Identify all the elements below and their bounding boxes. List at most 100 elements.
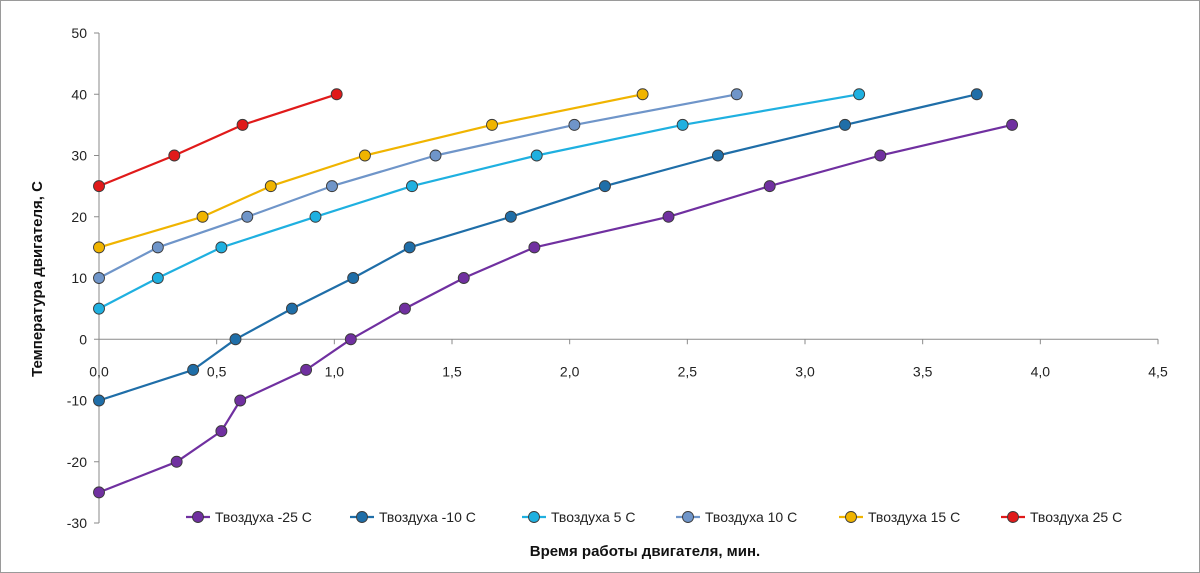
series-group [93,118,1019,499]
y-tick-label: 10 [71,270,87,286]
data-point [215,241,228,254]
legend-label: Твоздуха -10 С [379,509,476,525]
x-tick-label: 0,5 [207,363,227,379]
series-group [93,88,343,193]
data-point [1006,118,1019,131]
data-point [662,210,675,223]
x-tick-label: 4,0 [1031,363,1051,379]
y-tick-label: 50 [71,25,87,41]
legend-label: Твоздуха 10 С [705,509,797,525]
data-point [763,180,776,193]
data-point [215,425,228,438]
data-point [196,210,209,223]
axes: -30 -20 -10 0 10 20 30 40 50 0,0 0,5 1,0 1,5 2,0 2,5 3,… [67,25,1168,531]
data-point [398,302,411,315]
y-tick-label: 0 [79,331,87,347]
data-point [504,210,517,223]
legend-swatch-marker [1007,511,1019,523]
legend-swatch-marker [192,511,204,523]
legend-item: Твоздуха 5 С [522,509,635,525]
data-point [568,118,581,131]
legend: Твоздуха -25 С Твоздуха -10 С Твоздуха 5 С… [186,509,1122,525]
legend-item: Твоздуха 15 С [839,509,960,525]
data-point [93,486,105,499]
data-point [168,149,181,162]
x-tick-label: 0,0 [89,363,109,379]
data-point [234,394,247,407]
data-point [853,88,866,101]
series-group [93,88,866,315]
legend-label: Твоздуха 5 С [551,509,635,525]
y-tick-label: -20 [67,454,87,470]
legend-label: Твоздуха -25 С [215,509,312,525]
legend-swatch-marker [845,511,857,523]
x-tick-label: 2,0 [560,363,580,379]
series-layer [93,88,1019,499]
data-point [358,149,371,162]
series-group [93,88,983,407]
data-point [344,333,357,346]
series-line [98,93,338,188]
legend-label: Твоздуха 25 С [1030,509,1122,525]
data-point [93,241,105,254]
series-group [93,88,743,284]
series-line [98,123,1013,494]
legend-swatch-marker [528,511,540,523]
data-point [599,180,611,193]
data-point [286,302,298,315]
data-point [330,88,343,101]
series-group [93,88,649,254]
data-point [170,455,183,468]
data-point [264,180,277,193]
y-axis-title: Температура двигателя, С [29,181,46,377]
data-point [874,149,887,162]
data-point [406,180,418,193]
legend-item: Твоздуха -25 С [186,509,312,525]
x-tick-label: 4,5 [1148,363,1168,379]
data-point [711,149,724,162]
data-point [970,88,983,101]
data-point [236,118,249,131]
y-tick-label: 40 [71,86,87,102]
data-point [326,180,338,193]
data-point [730,88,743,101]
data-point [839,118,851,131]
data-point [229,333,242,346]
data-point [151,272,164,284]
x-tick-label: 1,5 [442,363,462,379]
x-tick-label: 1,0 [325,363,345,379]
data-point [93,272,105,284]
data-point [93,394,105,407]
data-point [93,302,105,315]
data-point [429,149,442,162]
series-line [98,93,643,249]
x-tick-label: 2,5 [678,363,698,379]
data-point [530,149,543,162]
x-axis-title: Время работы двигателя, мин. [530,543,760,560]
data-point [528,241,541,254]
data-point [309,210,322,223]
data-point [93,180,105,193]
y-tick-label: 20 [71,209,87,225]
y-tick-label: -30 [67,515,87,531]
data-point [347,272,360,284]
data-point [403,241,416,254]
data-point [151,241,164,254]
y-tick-label: 30 [71,148,87,164]
legend-swatch-marker [682,511,694,523]
data-point [187,363,200,376]
data-point [300,363,313,376]
legend-swatch-marker [356,511,368,523]
legend-item: Твоздуха -10 С [350,509,476,525]
y-tick-label: -10 [67,393,87,409]
data-point [676,118,689,131]
data-point [486,118,498,131]
data-point [457,272,470,284]
legend-label: Твоздуха 15 С [868,509,960,525]
x-tick-label: 3,0 [795,363,815,379]
legend-item: Твоздуха 25 С [1001,509,1122,525]
series-line [98,93,860,310]
x-tick-label: 3,5 [913,363,933,379]
